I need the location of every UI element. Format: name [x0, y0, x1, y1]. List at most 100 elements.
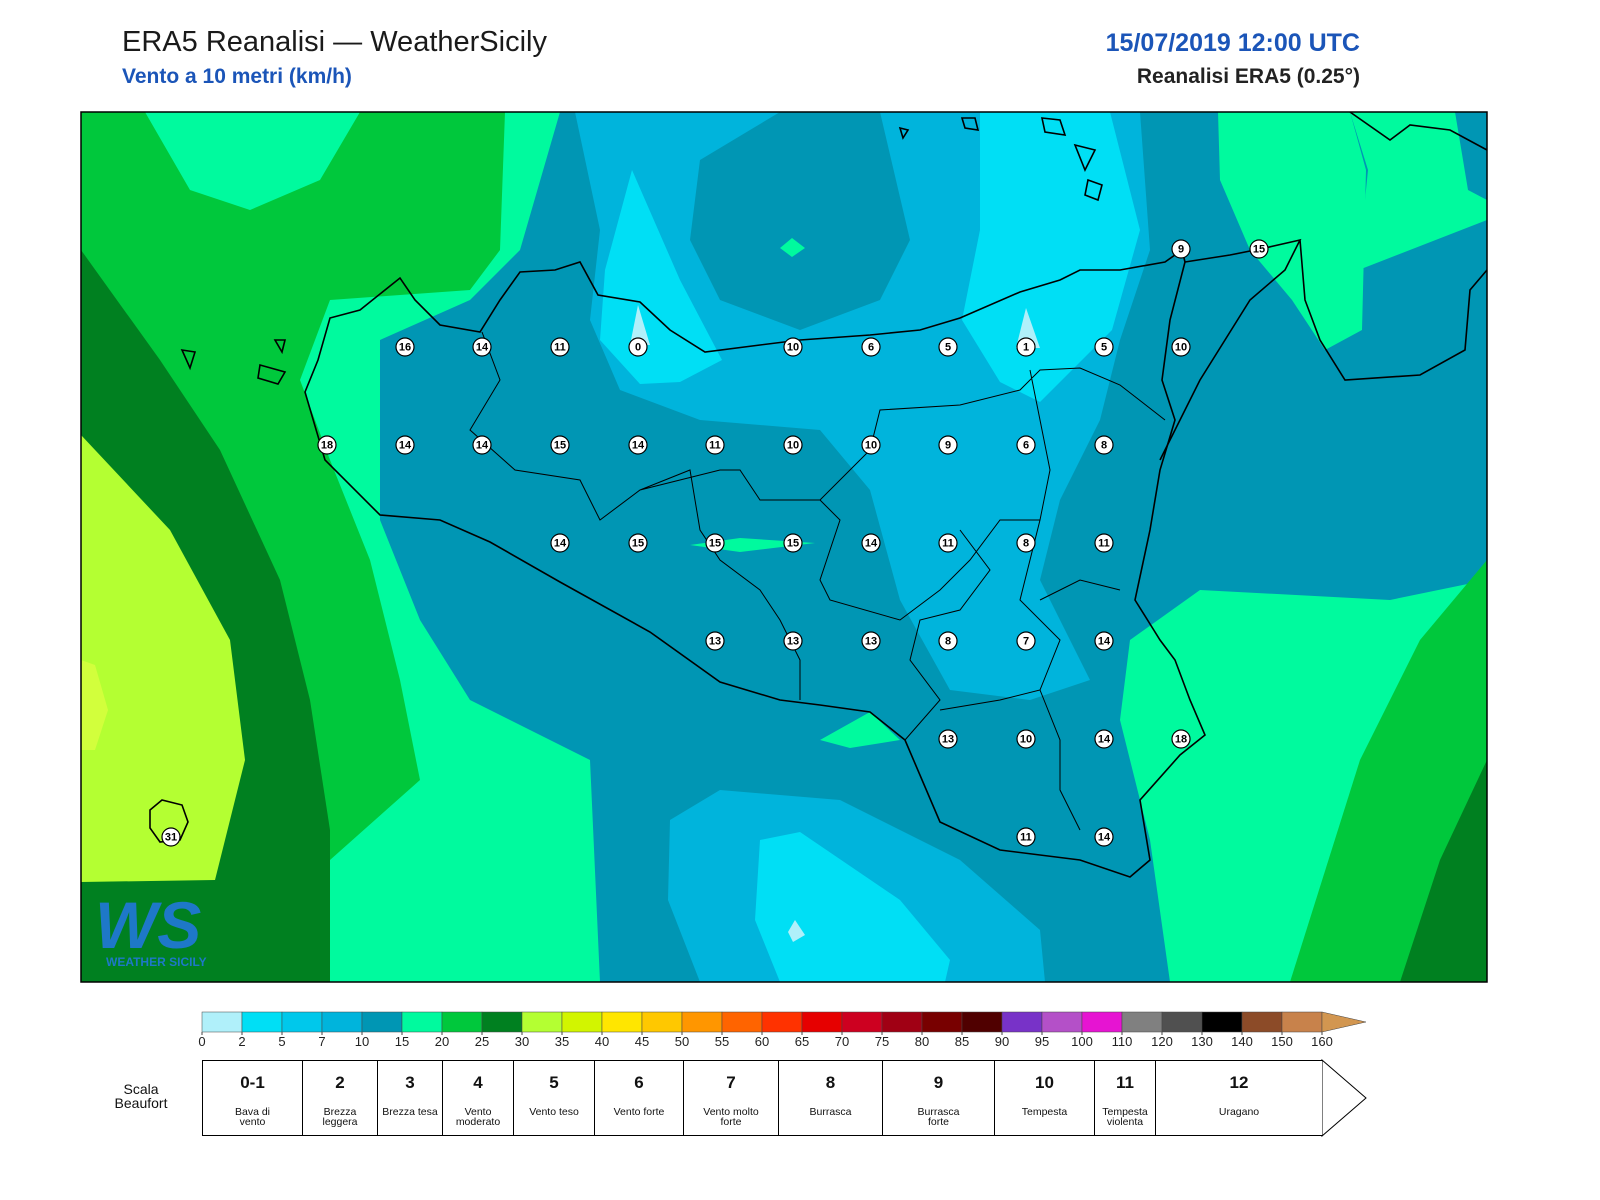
colorbar-segment [1001, 1011, 1043, 1033]
station: 15 [1249, 239, 1269, 259]
contour [1455, 112, 1487, 200]
station-value: 11 [1020, 832, 1032, 844]
beaufort-desc: Bava di vento [234, 1106, 271, 1128]
station-marker [938, 631, 958, 651]
station-marker [395, 337, 415, 357]
colorbar-segment [961, 1011, 1003, 1033]
station-value: 5 [1101, 342, 1107, 354]
station-marker [1016, 729, 1036, 749]
station-marker [861, 337, 881, 357]
station-value: 14 [399, 440, 412, 452]
station: 15 [550, 435, 570, 455]
colorbar-tick-label: 25 [474, 1034, 490, 1049]
station-marker [1171, 239, 1191, 259]
colorbar-segment [721, 1011, 763, 1033]
contour [81, 660, 108, 750]
station-value: 14 [865, 538, 878, 550]
beaufort-force: 8 [825, 1073, 836, 1092]
station: 14 [472, 435, 492, 455]
beaufort-desc: Vento moderato [455, 1106, 501, 1128]
station: 14 [1094, 729, 1114, 749]
beaufort-force: 7 [726, 1073, 736, 1092]
station-marker [628, 337, 648, 357]
beaufort-force: 2 [335, 1073, 345, 1092]
beaufort-class: 12 Uragano [1155, 1060, 1322, 1136]
station-value: 18 [321, 440, 333, 452]
station: 13 [861, 631, 881, 651]
beaufort-class: 5 Vento teso [513, 1060, 594, 1136]
colorbar-segment [1161, 1011, 1203, 1033]
colorbar-tick-label: 110 [1111, 1034, 1133, 1049]
station-value: 7 [1023, 636, 1029, 648]
station-value: 5 [945, 342, 951, 354]
sicily-coast [304, 248, 1206, 878]
station: 31 [161, 827, 181, 847]
station: 6 [1016, 435, 1036, 455]
contour [690, 112, 910, 330]
station: 15 [783, 533, 803, 553]
beaufort-class: 8 Burrasca [778, 1060, 882, 1136]
colorbar-tick-label: 5 [278, 1034, 286, 1049]
station-marker [317, 435, 337, 455]
colorbar-tick-label: 50 [674, 1034, 690, 1049]
beaufort-desc: Uragano [1218, 1106, 1260, 1118]
station: 13 [783, 631, 803, 651]
station-value: 10 [787, 342, 799, 354]
station: 13 [705, 631, 725, 651]
colorbar-segment [281, 1011, 323, 1033]
colorbar-segment [561, 1011, 603, 1033]
colorbar-segment [201, 1011, 243, 1033]
station: 13 [938, 729, 958, 749]
station-marker [1016, 337, 1036, 357]
station-marker [938, 533, 958, 553]
station-marker [550, 533, 570, 553]
station-marker [1094, 631, 1114, 651]
colorbar-tick-label: 75 [874, 1034, 890, 1049]
colorbar-segment [601, 1011, 643, 1033]
contour [1218, 112, 1366, 350]
station-value: 15 [709, 538, 721, 550]
colorbar-segment [401, 1011, 443, 1033]
colorbar-tick-label: 35 [554, 1034, 570, 1049]
station: 9 [938, 435, 958, 455]
colorbar-segment [1201, 1011, 1243, 1033]
beaufort-class: 10 Tempesta [994, 1060, 1094, 1136]
station-marker [783, 533, 803, 553]
colorbar [201, 1011, 1367, 1035]
beaufort-force: 11 [1116, 1073, 1134, 1092]
station-value: 1 [1023, 342, 1029, 354]
station-value: 0 [635, 342, 641, 354]
station-marker [628, 435, 648, 455]
station: 14 [628, 435, 648, 455]
station-marker [1016, 631, 1036, 651]
contour [81, 435, 245, 882]
station: 6 [861, 337, 881, 357]
station-marker [861, 533, 881, 553]
colorbar-arrow [1321, 1011, 1367, 1033]
contour [820, 712, 900, 748]
beaufort-class: 3 Brezza tesa [377, 1060, 442, 1136]
station: 10 [861, 435, 881, 455]
colorbar-tick-label: 85 [954, 1034, 970, 1049]
station-marker [938, 729, 958, 749]
station: 18 [1171, 729, 1191, 749]
station-value: 13 [787, 636, 799, 648]
beaufort-class: 9 Burrasca forte [882, 1060, 994, 1136]
logo-text: WEATHER SICILY [106, 955, 207, 969]
station-marker [1016, 533, 1036, 553]
station: 5 [1094, 337, 1114, 357]
beaufort-desc: Burrasca forte [917, 1106, 960, 1128]
colorbar-tick-label: 90 [994, 1034, 1010, 1049]
station: 11 [1094, 533, 1114, 553]
station-value: 15 [554, 440, 566, 452]
colorbar-segment [841, 1011, 883, 1033]
beaufort-force: 12 [1229, 1073, 1249, 1092]
station-marker [1016, 435, 1036, 455]
colorbar-tick-label: 130 [1191, 1034, 1213, 1049]
colorbar-segment [481, 1011, 523, 1033]
station: 11 [938, 533, 958, 553]
beaufort-force: 4 [473, 1073, 483, 1092]
beaufort-desc: Brezza leggera [322, 1106, 358, 1128]
